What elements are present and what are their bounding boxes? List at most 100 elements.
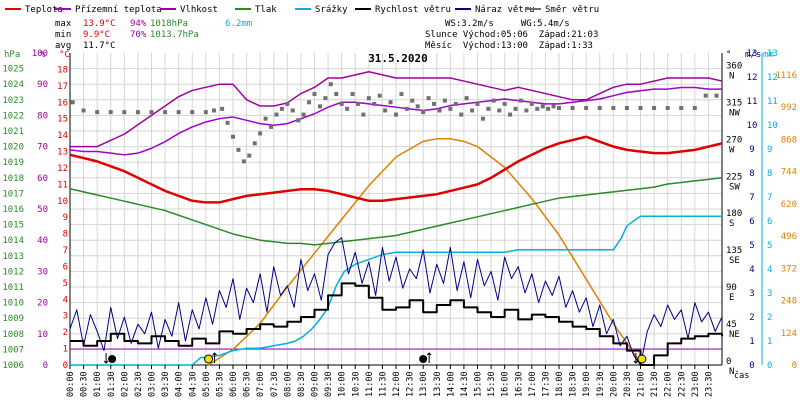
tick-wind: 11: [747, 97, 758, 107]
moonrise-arrow: [426, 352, 432, 363]
wind-direction-point: [437, 108, 442, 113]
legend-label-tlak: Tlak: [255, 5, 277, 15]
axis-unit-humidity: %: [40, 50, 46, 60]
x-tick-label: 04:00: [175, 371, 185, 397]
x-tick-label: 14:00: [446, 371, 456, 397]
tick-direction: 0: [726, 357, 731, 367]
wind-direction-point: [388, 100, 393, 105]
legend-label-vlhkost: Vlhkost: [180, 5, 218, 15]
tick-humidity: 0: [43, 361, 48, 371]
tick-direction-name: NW: [729, 108, 740, 118]
x-tick-label: 13:30: [433, 371, 443, 397]
x-tick-label: 11:30: [378, 371, 388, 397]
wind-direction-point: [122, 110, 127, 115]
tick-solar: 868: [781, 135, 797, 145]
sunrise-marker: [204, 354, 214, 364]
tick-pressure: 1022: [2, 111, 24, 121]
wind-direction-point: [345, 106, 350, 111]
tick-humidity: 40: [37, 236, 48, 246]
x-tick-label: 08:00: [283, 371, 293, 397]
tick-temperature: 3: [63, 312, 68, 322]
wind-direction-point: [426, 96, 431, 101]
sunset-marker: [637, 354, 647, 364]
x-tick-label: 04:30: [188, 371, 198, 397]
wind-direction-point: [290, 108, 295, 113]
tick-temperature: 9: [63, 213, 68, 223]
wind-direction-point: [350, 92, 355, 97]
tick-pressure: 1016: [2, 205, 24, 215]
wind-direction-point: [70, 100, 75, 105]
wind-direction-point: [377, 93, 382, 98]
axis-unit-pressure: hPa: [4, 50, 20, 60]
wind-direction-point: [508, 112, 513, 117]
stat-max-press: 1018hPa: [150, 19, 188, 29]
legend-label-naraz: Náraz větru: [475, 5, 535, 15]
wind-direction-point: [448, 106, 453, 111]
tick-wind: 2: [749, 313, 754, 323]
wind-direction-point: [470, 108, 475, 113]
x-tick-label: 08:30: [297, 371, 307, 397]
axis-unit-rain: mm: [763, 50, 774, 60]
wind-direction-point: [464, 96, 469, 101]
tick-humidity: 60: [37, 174, 48, 184]
tick-temperature: 15: [57, 115, 68, 125]
series-line-pocitova: [69, 86, 722, 156]
tick-wind: 4: [749, 265, 754, 275]
tick-pressure: 1020: [2, 143, 24, 153]
wind-direction-point: [432, 101, 437, 106]
tick-solar: 992: [781, 103, 797, 113]
x-tick-label: 19:00: [582, 371, 592, 397]
tick-pressure: 1009: [2, 314, 24, 324]
wind-direction-point: [394, 112, 398, 117]
x-tick-label: 03:00: [148, 371, 158, 397]
x-tick-label: 11:00: [365, 371, 375, 397]
x-tick-label: 01:30: [107, 371, 117, 397]
stat-rain-total: 6.2mm: [225, 19, 252, 29]
tick-temperature: 4: [63, 295, 68, 305]
tick-direction: 45: [726, 320, 737, 330]
x-tick-label: 20:00: [609, 371, 619, 397]
wind-direction-point: [692, 106, 697, 111]
wind-direction-point: [551, 104, 556, 109]
stat-sun: Slunce Východ:05:06 Západ:21:03: [425, 30, 598, 40]
wind-direction-point: [211, 108, 216, 113]
wind-direction-point: [372, 101, 377, 106]
chart-axes: hPa1006100710081009101010111012101310141…: [2, 49, 797, 377]
tick-solar: 496: [781, 232, 797, 242]
wind-direction-point: [190, 110, 195, 115]
x-tick-label: 18:30: [569, 371, 579, 397]
tick-humidity: 20: [37, 299, 48, 309]
tick-solar: 124: [781, 329, 797, 339]
wind-direction-point: [453, 101, 458, 106]
chart-title: 31.5.2020: [368, 52, 428, 65]
wind-direction-point: [236, 147, 241, 152]
tick-wind: 12: [747, 73, 758, 83]
x-tick-label: 23:30: [704, 371, 714, 397]
tick-temperature: 6: [63, 262, 68, 272]
tick-direction: 315: [726, 98, 742, 108]
tick-rain: 3: [767, 289, 772, 299]
moonrise-marker: [419, 355, 428, 363]
wind-direction-point: [135, 110, 140, 115]
tick-humidity: 30: [37, 267, 48, 277]
wind-direction-point: [366, 96, 371, 101]
wind-direction-point: [269, 124, 274, 129]
tick-direction-name: N: [729, 367, 734, 377]
tick-temperature: 8: [63, 230, 68, 240]
wind-direction-point: [334, 92, 339, 97]
legend-label-smer: Směr větru: [545, 5, 599, 15]
tick-pressure: 1018: [2, 174, 24, 184]
axis-unit-temperature: °C: [59, 50, 70, 60]
x-tick-label: 10:30: [351, 371, 361, 397]
tick-pressure: 1006: [2, 361, 24, 371]
x-tick-label: 07:30: [270, 371, 280, 397]
tick-pressure: 1011: [2, 283, 24, 293]
x-tick-label: 17:00: [528, 371, 538, 397]
tick-solar: 0: [792, 361, 797, 371]
tick-direction: 225: [726, 172, 742, 182]
wind-direction-point: [312, 92, 317, 97]
wind-direction-point: [502, 101, 507, 106]
sunrise-arrow: [212, 352, 217, 363]
tick-temperature: 17: [57, 82, 68, 92]
axis-unit-direction: °: [726, 50, 731, 60]
